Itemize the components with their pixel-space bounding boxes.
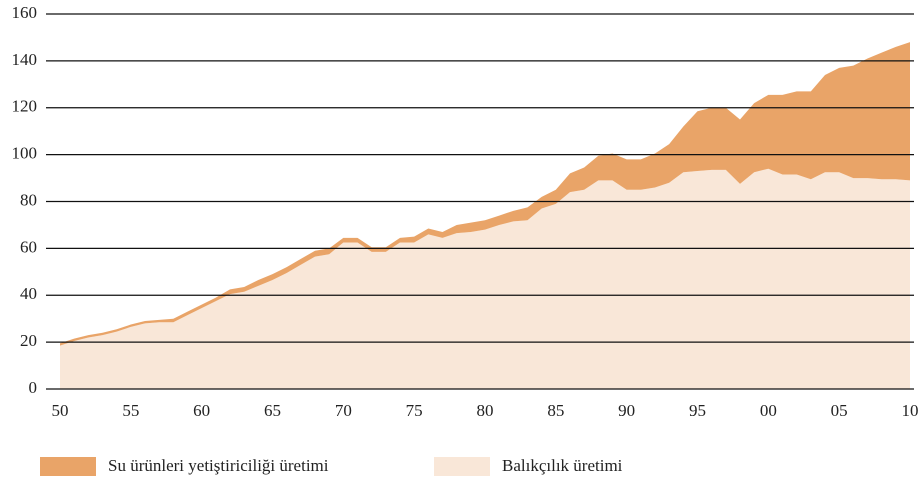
x-tick-label: 85 — [547, 401, 564, 420]
x-tick-label: 60 — [193, 401, 210, 420]
y-tick-label: 80 — [20, 190, 37, 209]
x-tick-label: 05 — [831, 401, 848, 420]
y-tick-label: 0 — [29, 378, 38, 397]
x-tick-label: 50 — [52, 401, 69, 420]
x-tick-label: 75 — [406, 401, 423, 420]
y-tick-label: 60 — [20, 237, 37, 256]
y-tick-label: 120 — [12, 97, 38, 116]
area — [60, 168, 910, 389]
y-tick-label: 40 — [20, 284, 37, 303]
x-tick-label: 80 — [477, 401, 494, 420]
x-tick-label: 10 — [902, 401, 919, 420]
y-tick-label: 20 — [20, 331, 37, 350]
x-tick-label: 00 — [760, 401, 777, 420]
y-tick-label: 140 — [12, 50, 38, 69]
legend-swatch — [40, 457, 96, 476]
x-tick-label: 55 — [122, 401, 139, 420]
legend-swatch — [434, 457, 490, 476]
y-tick-label: 100 — [12, 144, 38, 163]
x-tick-label: 65 — [264, 401, 281, 420]
legend-label: Su ürünleri yetiştiriciliği üretimi — [108, 456, 329, 475]
x-tick-label: 90 — [618, 401, 635, 420]
x-tick-label: 70 — [335, 401, 352, 420]
x-tick-label: 95 — [689, 401, 706, 420]
legend-label: Balıkçılık üretimi — [502, 456, 623, 475]
area — [60, 42, 910, 346]
y-tick-label: 160 — [12, 3, 38, 22]
